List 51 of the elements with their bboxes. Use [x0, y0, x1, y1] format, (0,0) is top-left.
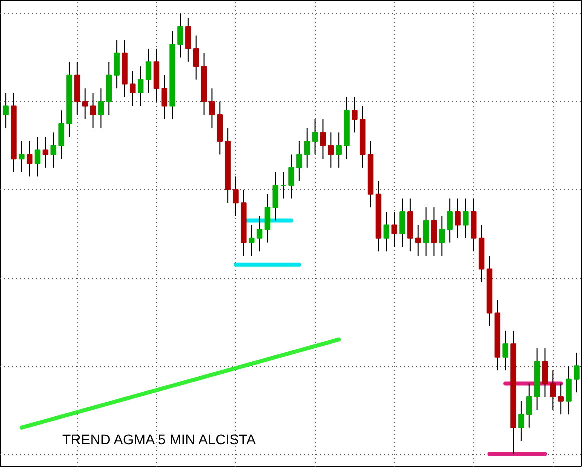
candlestick: [19, 140, 25, 173]
candlestick: [162, 74, 168, 120]
candlestick: [288, 154, 294, 200]
candlestick: [58, 110, 64, 160]
candlestick: [114, 40, 120, 90]
candlestick: [26, 140, 33, 178]
candlestick: [526, 383, 532, 428]
candlestick: [352, 96, 358, 134]
candlestick: [384, 211, 390, 252]
candlestick: [42, 136, 49, 168]
candlestick: [233, 176, 239, 217]
candlestick: [138, 66, 144, 107]
candlestick: [328, 132, 334, 168]
candlestick: [550, 370, 556, 411]
candlestick: [320, 118, 326, 160]
candlestick: [518, 400, 524, 442]
candlestick: [3, 92, 9, 129]
candlestick: [82, 88, 88, 120]
candlestick: [50, 132, 57, 168]
candlestick: [463, 198, 469, 239]
candlestick: [304, 128, 310, 168]
candlestick: [566, 366, 572, 416]
candlestick: [336, 132, 342, 168]
candlestick: [431, 207, 438, 257]
candlestick: [178, 13, 184, 58]
candlestick: [98, 88, 104, 129]
candlestick: [439, 216, 446, 257]
candlestick: [455, 198, 461, 239]
candlestick: [193, 35, 200, 80]
candlestick: [248, 224, 255, 257]
candlestick: [542, 348, 548, 398]
candlestick: [296, 140, 302, 182]
candlestick: [272, 172, 279, 222]
candlestick: [130, 70, 136, 107]
candlestick: [90, 92, 96, 129]
candlestick: [209, 88, 216, 129]
candlestick: [256, 216, 263, 252]
candlestick: [34, 136, 41, 178]
candlestick: [312, 118, 318, 156]
candlestick: [415, 224, 422, 257]
candlestick: [146, 48, 152, 94]
annotation: TREND AGMA 5 MIN ALCISTA: [62, 432, 257, 448]
candlestick: [558, 383, 564, 416]
candlestick: [423, 207, 430, 257]
candlestick: [280, 172, 286, 200]
candlestick: [502, 330, 508, 372]
candlestick: [447, 198, 453, 244]
candlestick: [400, 198, 406, 248]
candlestick: [264, 194, 271, 244]
candlestick: [392, 211, 398, 248]
candlestick: [186, 18, 192, 63]
